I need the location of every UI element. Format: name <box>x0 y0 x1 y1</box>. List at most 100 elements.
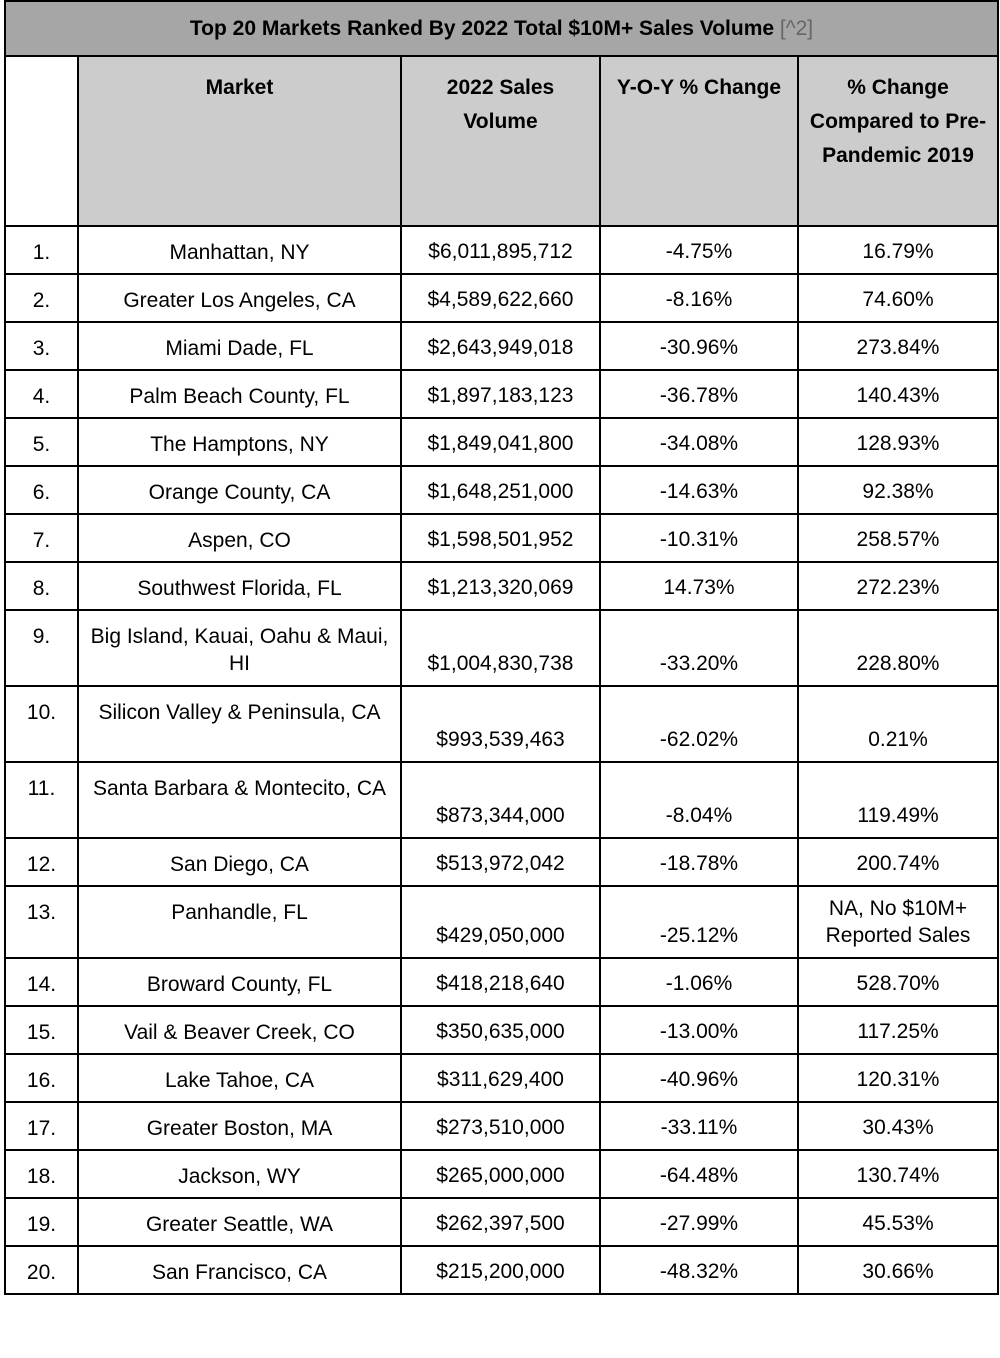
table-row: 13. Panhandle, FL $429,050,000 -25.12% NA, N… <box>4 885 1000 959</box>
yoy-cell: -18.78% <box>599 837 799 887</box>
market-cell: San Francisco, CA <box>77 1245 402 1295</box>
table-row: 20. San Francisco, CA $215,200,000 -48.32% 3… <box>4 1245 1000 1295</box>
market-cell: Manhattan, NY <box>77 225 402 275</box>
yoy-cell: -64.48% <box>599 1149 799 1199</box>
table-row: 19. Greater Seattle, WA $262,397,500 -27.99… <box>4 1197 1000 1247</box>
rank-cell: 2. <box>4 273 79 323</box>
yoy-cell: -30.96% <box>599 321 799 371</box>
table-row: 17. Greater Boston, MA $273,510,000 -33.11%… <box>4 1101 1000 1151</box>
market-cell: Miami Dade, FL <box>77 321 402 371</box>
market-cell: Palm Beach County, FL <box>77 369 402 419</box>
markets-table: Top 20 Markets Ranked By 2022 Total $10M… <box>3 0 1000 1295</box>
pre-pandemic-cell: 74.60% <box>796 273 1000 323</box>
rank-cell: 9. <box>4 609 79 687</box>
yoy-cell: -14.63% <box>599 465 799 515</box>
market-cell: Lake Tahoe, CA <box>77 1053 402 1103</box>
market-cell: Greater Seattle, WA <box>77 1197 402 1247</box>
pre-pandemic-cell: 130.74% <box>796 1149 1000 1199</box>
table-row: 16. Lake Tahoe, CA $311,629,400 -40.96% 120.… <box>4 1053 1000 1103</box>
market-cell: Orange County, CA <box>77 465 402 515</box>
volume-cell: $418,218,640 <box>400 957 601 1007</box>
pre-pandemic-cell: 528.70% <box>796 957 1000 1007</box>
table-row: 6. Orange County, CA $1,648,251,000 -14.63%… <box>4 465 1000 515</box>
yoy-cell: -1.06% <box>599 957 799 1007</box>
market-cell: Broward County, FL <box>77 957 402 1007</box>
volume-cell: $513,972,042 <box>400 837 601 887</box>
rank-cell: 10. <box>4 685 79 763</box>
yoy-cell: -4.75% <box>599 225 799 275</box>
table-row: 10. Silicon Valley & Peninsula, CA $993,53… <box>4 685 1000 763</box>
pre-pandemic-cell: 128.93% <box>796 417 1000 467</box>
header-market: Market <box>77 55 402 227</box>
table-row: 3. Miami Dade, FL $2,643,949,018 -30.96% 273… <box>4 321 1000 371</box>
table-row: 11. Santa Barbara & Montecito, CA $873,344… <box>4 761 1000 839</box>
volume-cell: $4,589,622,660 <box>400 273 601 323</box>
volume-cell: $873,344,000 <box>400 761 601 839</box>
rank-cell: 18. <box>4 1149 79 1199</box>
yoy-cell: -25.12% <box>599 885 799 959</box>
rank-cell: 20. <box>4 1245 79 1295</box>
pre-pandemic-cell: 200.74% <box>796 837 1000 887</box>
volume-cell: $1,004,830,738 <box>400 609 601 687</box>
market-cell: San Diego, CA <box>77 837 402 887</box>
rank-cell: 1. <box>4 225 79 275</box>
pre-pandemic-cell: 45.53% <box>796 1197 1000 1247</box>
market-cell: Vail & Beaver Creek, CO <box>77 1005 402 1055</box>
volume-cell: $2,643,949,018 <box>400 321 601 371</box>
market-cell: Jackson, WY <box>77 1149 402 1199</box>
header-yoy: Y-O-Y % Change <box>599 55 799 227</box>
market-cell: The Hamptons, NY <box>77 417 402 467</box>
market-cell: Santa Barbara & Montecito, CA <box>77 761 402 839</box>
table-row: 1. Manhattan, NY $6,011,895,712 -4.75% 16.79… <box>4 225 1000 275</box>
table-row: 9. Big Island, Kauai, Oahu & Maui, HI $1,0… <box>4 609 1000 687</box>
volume-cell: $1,897,183,123 <box>400 369 601 419</box>
yoy-cell: -48.32% <box>599 1245 799 1295</box>
market-cell: Big Island, Kauai, Oahu & Maui, HI <box>77 609 402 687</box>
pre-pandemic-cell: 119.49% <box>796 761 1000 839</box>
table-row: 8. Southwest Florida, FL $1,213,320,069 14.… <box>4 561 1000 611</box>
header-volume: 2022 Sales Volume <box>400 55 601 227</box>
rank-cell: 7. <box>4 513 79 563</box>
table-title-text: Top 20 Markets Ranked By 2022 Total $10M… <box>189 17 775 40</box>
rank-cell: 3. <box>4 321 79 371</box>
rank-cell: 4. <box>4 369 79 419</box>
rank-cell: 11. <box>4 761 79 839</box>
table-row: 15. Vail & Beaver Creek, CO $350,635,000 -1… <box>4 1005 1000 1055</box>
table-title: Top 20 Markets Ranked By 2022 Total $10M… <box>3 0 1000 57</box>
header-rank <box>4 55 79 227</box>
table-row: 5. The Hamptons, NY $1,849,041,800 -34.08% 1… <box>4 417 1000 467</box>
volume-cell: $1,849,041,800 <box>400 417 601 467</box>
volume-cell: $350,635,000 <box>400 1005 601 1055</box>
market-cell: Greater Los Angeles, CA <box>77 273 402 323</box>
rank-cell: 16. <box>4 1053 79 1103</box>
table-row: 2. Greater Los Angeles, CA $4,589,622,660-… <box>4 273 1000 323</box>
yoy-cell: -27.99% <box>599 1197 799 1247</box>
table-row: 4. Palm Beach County, FL $1,897,183,123 -36… <box>4 369 1000 419</box>
volume-cell: $993,539,463 <box>400 685 601 763</box>
yoy-cell: -40.96% <box>599 1053 799 1103</box>
pre-pandemic-cell: 120.31% <box>796 1053 1000 1103</box>
yoy-cell: -8.04% <box>599 761 799 839</box>
table-row: 14. Broward County, FL $418,218,640 -1.06% 5… <box>4 957 1000 1007</box>
rank-cell: 12. <box>4 837 79 887</box>
table-row: 12. San Diego, CA $513,972,042 -18.78% 200.7… <box>4 837 1000 887</box>
yoy-cell: -33.11% <box>599 1101 799 1151</box>
pre-pandemic-cell: 228.80% <box>796 609 1000 687</box>
yoy-cell: -13.00% <box>599 1005 799 1055</box>
rank-cell: 5. <box>4 417 79 467</box>
rank-cell: 17. <box>4 1101 79 1151</box>
market-cell: Aspen, CO <box>77 513 402 563</box>
rank-cell: 14. <box>4 957 79 1007</box>
pre-pandemic-cell: NA, No $10M+ Reported Sales <box>796 885 1000 959</box>
volume-cell: $265,000,000 <box>400 1149 601 1199</box>
volume-cell: $1,598,501,952 <box>400 513 601 563</box>
volume-cell: $311,629,400 <box>400 1053 601 1103</box>
yoy-cell: -8.16% <box>599 273 799 323</box>
pre-pandemic-cell: 272.23% <box>796 561 1000 611</box>
pre-pandemic-cell: 140.43% <box>796 369 1000 419</box>
pre-pandemic-cell: 258.57% <box>796 513 1000 563</box>
volume-cell: $1,648,251,000 <box>400 465 601 515</box>
yoy-cell: -36.78% <box>599 369 799 419</box>
table-row: 18. Jackson, WY $265,000,000 -64.48% 130.74% <box>4 1149 1000 1199</box>
volume-cell: $273,510,000 <box>400 1101 601 1151</box>
